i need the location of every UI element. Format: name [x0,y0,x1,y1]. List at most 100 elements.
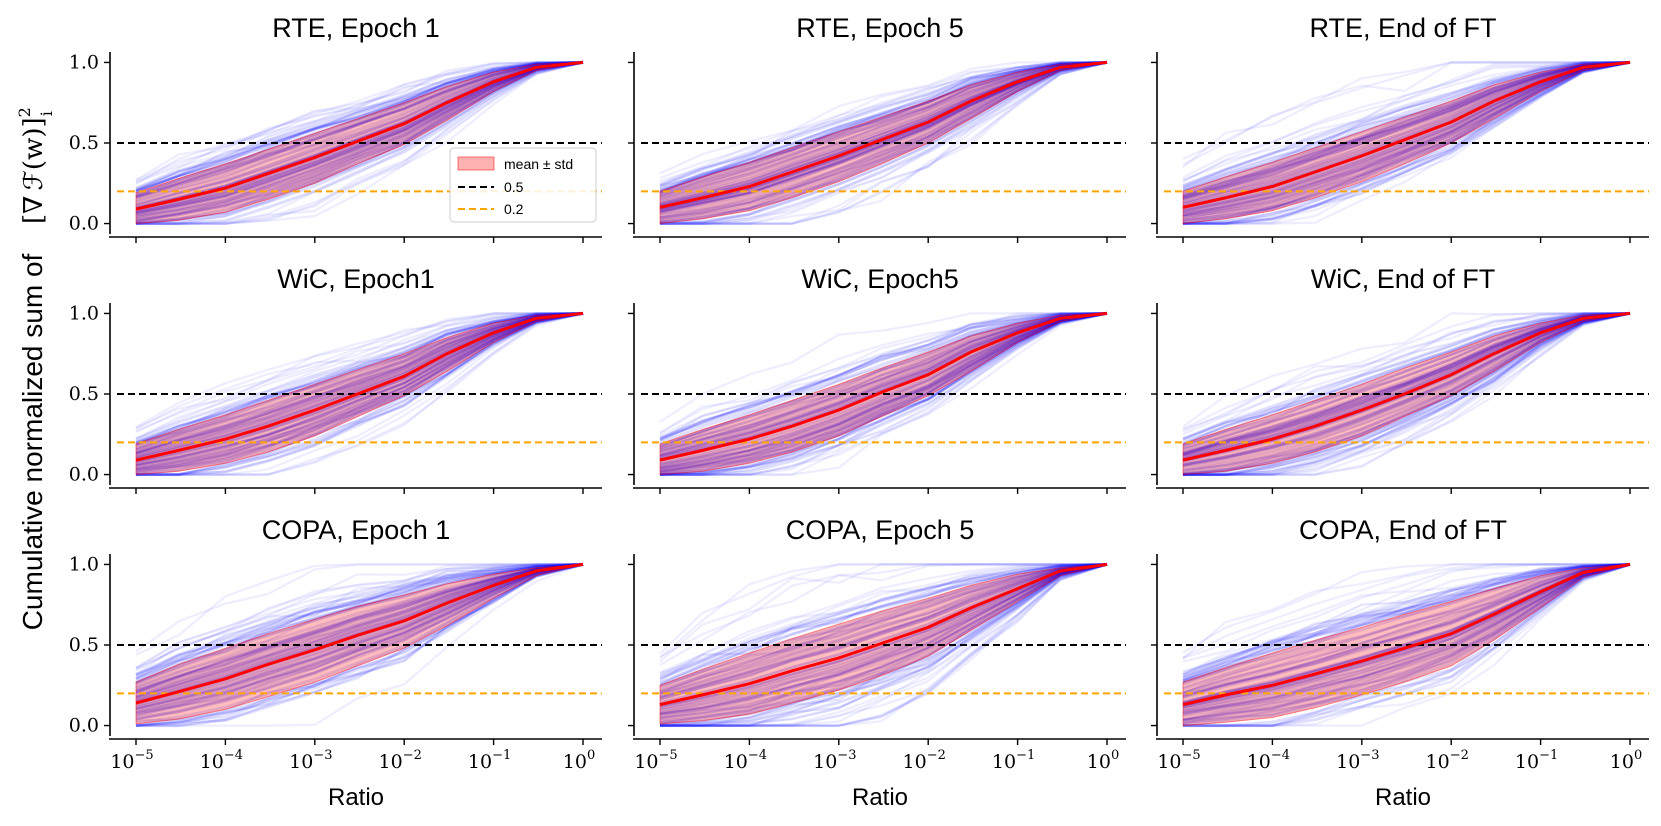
trace-line [1182,60,1631,198]
trace-line [135,563,584,727]
trace-line [135,61,583,182]
trace-line [1182,312,1631,455]
y-tick-label: 1.0 [69,51,99,73]
trace-line [660,312,1108,476]
trace-line [135,563,584,710]
mean-line [135,60,584,211]
trace-line [659,61,1108,194]
trace-line [135,563,584,684]
trace-line [659,563,1108,714]
trace-line [135,312,584,466]
trace-line [135,312,584,457]
trace-line [659,60,1108,204]
trace-line [1182,312,1631,451]
x-tick-label: 10−5 [634,748,677,773]
trace-line [1182,61,1631,192]
trace-line [1182,563,1631,716]
trace-line [659,563,1107,659]
trace-line [1182,312,1631,457]
trace-line [659,563,1108,715]
trace-line [1183,61,1631,225]
trace-line [1182,61,1630,181]
trace-line [1182,312,1631,456]
trace-line [1182,563,1631,715]
trace-line [659,311,1108,477]
trace-line [659,312,1108,471]
trace-line [660,312,1108,476]
trace-line [1182,61,1631,221]
trace-line [135,61,584,222]
trace-line [1182,563,1630,659]
trace-line [659,563,1108,727]
trace-line [1182,61,1630,166]
trace-line [659,311,1108,467]
trace-line [1182,61,1630,179]
trace-line [1182,61,1631,204]
x-tick-label: 10−5 [110,748,153,773]
trace-line [659,61,1108,212]
trace-line [659,61,1108,222]
trace-line [659,61,1108,200]
trace-line [135,312,583,433]
trace-line [659,563,1108,682]
mean-line [659,562,1108,707]
trace-line [1182,312,1630,431]
trace-line [659,60,1108,188]
trace-line [135,563,584,694]
trace-line [1182,312,1630,433]
trace-line [1183,312,1631,476]
trace-line [1183,60,1631,226]
trace-line [659,312,1108,457]
trace-line [135,312,584,457]
trace-line [135,563,583,656]
trace-line [135,563,584,695]
trace-line [1182,563,1630,654]
trace-line [1182,312,1631,455]
trace-line [659,312,1108,440]
legend-label: 0.2 [504,201,524,217]
trace-line [135,563,584,713]
trace-line [135,61,584,199]
trace-line [659,563,1107,658]
trace-line [1182,61,1631,225]
trace-line [135,312,584,469]
trace-line [659,563,1108,678]
trace-line [1182,61,1631,199]
trace-line [135,61,583,186]
trace-line [1182,563,1631,711]
trace-line [1182,563,1631,714]
trace-line [135,563,584,676]
trace-line [135,61,584,223]
trace-line [1182,563,1631,679]
trace-line [659,312,1108,468]
trace-line [659,312,1108,473]
trace-line [1182,312,1631,448]
trace-line [135,312,584,444]
trace-line [1182,61,1631,220]
trace-line [1182,61,1631,215]
trace-line [1183,312,1631,476]
plot-area [1164,60,1649,226]
trace-line [135,61,584,203]
trace-line [135,563,584,684]
trace-line [135,312,584,445]
trace-line [135,61,584,195]
trace-line [659,563,1108,720]
trace-line [1182,562,1631,713]
trace-line [135,563,584,677]
trace-line [1182,563,1631,675]
trace-line [659,312,1108,476]
trace-line [659,312,1108,450]
trace-line [1182,312,1631,468]
trace-line [135,61,584,199]
trace-line [135,312,584,467]
trace-line [1182,563,1631,679]
trace-line [1182,60,1631,221]
trace-line [135,562,584,681]
trace-line [135,61,584,216]
plot-area [117,311,602,477]
trace-line [659,61,1108,193]
trace-line [135,61,584,225]
trace-line [1182,61,1631,195]
trace-line [660,563,1108,727]
